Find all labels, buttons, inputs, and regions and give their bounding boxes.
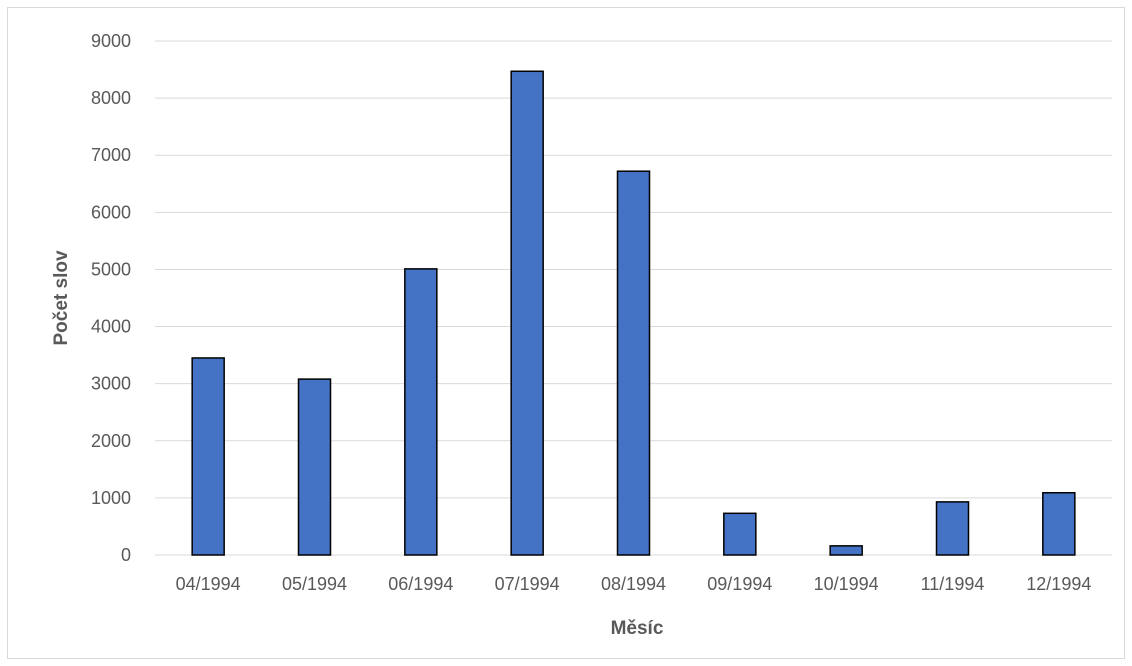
x-tick-label: 12/1994	[1026, 574, 1091, 594]
bar-12/1994	[1042, 491, 1076, 556]
x-tick-label: 04/1994	[176, 574, 241, 594]
bar-10/1994	[829, 545, 863, 556]
y-axis-title: Počet slov	[51, 250, 72, 345]
x-tick-label: 05/1994	[282, 574, 347, 594]
y-tick-label: 2000	[91, 431, 131, 451]
bar-11/1994	[935, 501, 970, 556]
x-tick-label: 09/1994	[707, 574, 772, 594]
bar-05/1994	[297, 378, 332, 556]
y-tick-label: 5000	[91, 259, 131, 279]
x-axis-title: Měsíc	[611, 618, 664, 639]
x-tick-label: 10/1994	[814, 574, 879, 594]
x-axis-ticks: 04/1994 05/1994 06/1994 07/1994 08/1994 09/19…	[176, 574, 1092, 594]
x-tick-label: 06/1994	[388, 574, 453, 594]
y-axis-ticks: 0 1000 2000 3000 4000 5000 6000 7000 8000 9000	[91, 31, 131, 565]
x-tick-label: 08/1994	[601, 574, 666, 594]
x-tick-label: 07/1994	[495, 574, 560, 594]
y-tick-label: 4000	[91, 317, 131, 337]
y-tick-label: 9000	[91, 31, 131, 51]
bar-04/1994	[191, 357, 225, 556]
bar-07/1994	[510, 70, 544, 556]
y-tick-label: 7000	[91, 145, 131, 165]
y-tick-label: 1000	[91, 488, 131, 508]
bar-06/1994	[404, 268, 438, 556]
y-tick-label: 8000	[91, 88, 131, 108]
x-tick-label: 11/1994	[921, 574, 985, 594]
y-tick-label: 6000	[91, 202, 131, 222]
bars	[191, 70, 1076, 556]
bar-09/1994	[723, 512, 757, 556]
y-tick-label: 0	[121, 545, 131, 565]
y-tick-label: 3000	[91, 374, 131, 394]
bar-08/1994	[616, 170, 651, 556]
